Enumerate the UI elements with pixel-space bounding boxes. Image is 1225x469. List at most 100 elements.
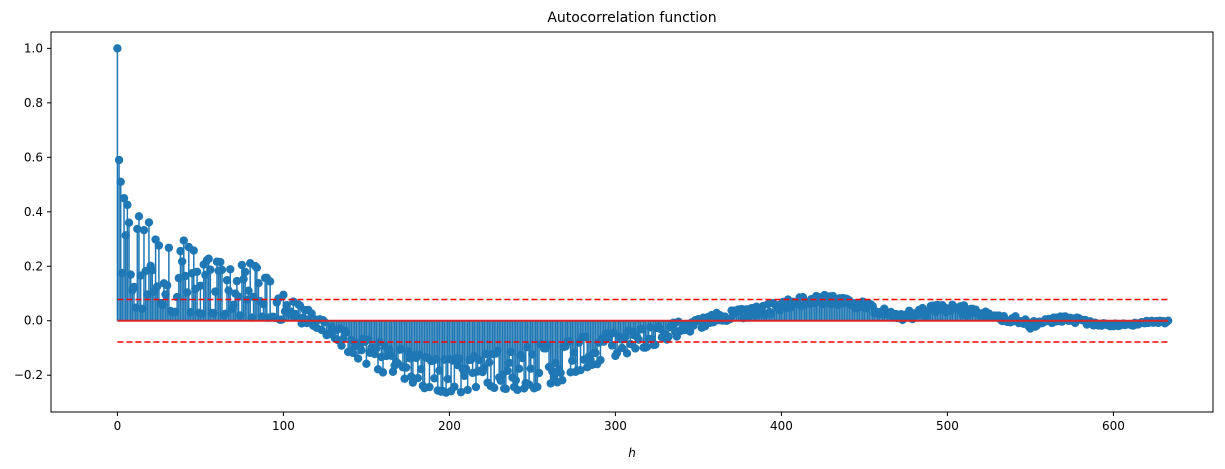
stem-marker — [229, 300, 238, 310]
stem-marker — [551, 358, 560, 368]
stem-marker — [139, 225, 149, 235]
stem-marker — [143, 290, 152, 299]
stem-marker — [646, 323, 655, 332]
stem-marker — [533, 382, 542, 392]
stem-marker — [534, 368, 544, 378]
stem-marker — [121, 231, 130, 240]
stem-marker — [569, 348, 579, 357]
x-tick-label: 0 — [114, 419, 122, 433]
stem-marker — [503, 366, 512, 375]
stem-marker — [129, 282, 139, 292]
stem-marker — [496, 376, 506, 386]
stem-marker — [642, 342, 652, 352]
stem-marker — [353, 354, 363, 363]
stem-marker — [501, 384, 511, 394]
stem-marker — [490, 383, 499, 393]
stem-marker — [217, 265, 227, 275]
stem-marker — [415, 350, 424, 359]
stem-marker — [216, 257, 225, 267]
stem-marker — [338, 334, 348, 344]
stem-marker — [153, 282, 162, 291]
stem-marker — [192, 267, 202, 277]
stem-marker — [292, 313, 301, 322]
stem-marker — [617, 343, 627, 353]
stem-marker — [342, 328, 351, 337]
stem-marker — [833, 300, 843, 310]
stem-marker — [252, 263, 262, 272]
stem-marker — [317, 325, 326, 335]
stem-marker — [171, 307, 180, 317]
stem-marker — [581, 332, 590, 342]
stem-marker — [1163, 316, 1173, 325]
stem-marker — [558, 376, 567, 385]
stem-marker — [257, 312, 267, 321]
stem-marker — [158, 300, 167, 310]
stem-marker — [141, 266, 150, 276]
stem-marker — [397, 344, 406, 354]
stem-marker — [244, 286, 253, 295]
stem-marker — [481, 349, 491, 359]
stem-marker — [224, 286, 233, 295]
stem-marker — [518, 353, 527, 363]
x-tick-label: 100 — [272, 419, 295, 433]
axes-layer: 0 100 200 300 400 500 600 −0.2 0.0 0.2 0.4 0.6 0.8 1.… — [14, 31, 1214, 433]
stem-marker — [209, 308, 218, 318]
stem-marker — [186, 308, 195, 317]
x-tick-label: 500 — [936, 419, 959, 433]
stem-marker — [236, 311, 245, 320]
stem-marker — [357, 346, 366, 355]
stem-marker — [163, 281, 172, 290]
stem-marker — [113, 44, 122, 53]
stem-marker — [174, 273, 184, 283]
stem-marker — [546, 379, 555, 388]
stem-marker — [114, 155, 124, 165]
stem-marker — [337, 341, 346, 350]
stem-marker — [591, 348, 600, 358]
stem-marker — [631, 344, 640, 353]
stem-marker — [265, 277, 275, 286]
stem-marker — [664, 332, 673, 341]
stem-marker — [222, 275, 232, 285]
stem-marker — [430, 374, 439, 383]
stem-marker — [131, 303, 140, 312]
stem-marker — [506, 347, 516, 357]
stem-marker — [607, 341, 617, 350]
stem-marker — [138, 304, 147, 314]
stem-marker — [148, 266, 157, 275]
stem-marker — [119, 194, 129, 203]
stem-marker — [362, 359, 371, 368]
y-tick-label: 0.2 — [24, 259, 43, 273]
stem-marker — [282, 301, 291, 310]
stem-marker — [455, 354, 464, 363]
stem-marker — [523, 342, 532, 352]
stem-marker — [564, 336, 574, 346]
stem-marker — [201, 270, 210, 280]
stem-marker — [161, 290, 170, 299]
stem-marker — [144, 218, 154, 227]
stem-marker — [196, 281, 205, 290]
x-tick-label: 200 — [438, 419, 461, 433]
x-tick-label: 400 — [770, 419, 793, 433]
stem-marker — [182, 288, 192, 297]
y-tick-label: −0.2 — [14, 368, 43, 382]
y-tick-label: 0.6 — [24, 150, 43, 164]
stem-marker — [378, 368, 388, 377]
stem-marker — [656, 324, 665, 334]
stem-marker — [413, 373, 423, 383]
stem-marker — [511, 376, 520, 385]
stem-marker — [775, 305, 784, 315]
stem-marker — [596, 355, 605, 365]
stem-marker — [133, 224, 142, 234]
stem-marker — [402, 363, 411, 372]
x-axis-label: h — [628, 446, 636, 460]
stem-marker — [247, 313, 257, 322]
stem-marker — [197, 309, 207, 318]
stem-marker — [431, 355, 441, 364]
stem-marker — [239, 274, 248, 284]
stem-marker — [767, 310, 776, 319]
stem-marker — [134, 212, 144, 221]
stem-marker — [277, 315, 286, 324]
stem-marker — [348, 348, 358, 358]
stem-marker — [528, 350, 537, 359]
